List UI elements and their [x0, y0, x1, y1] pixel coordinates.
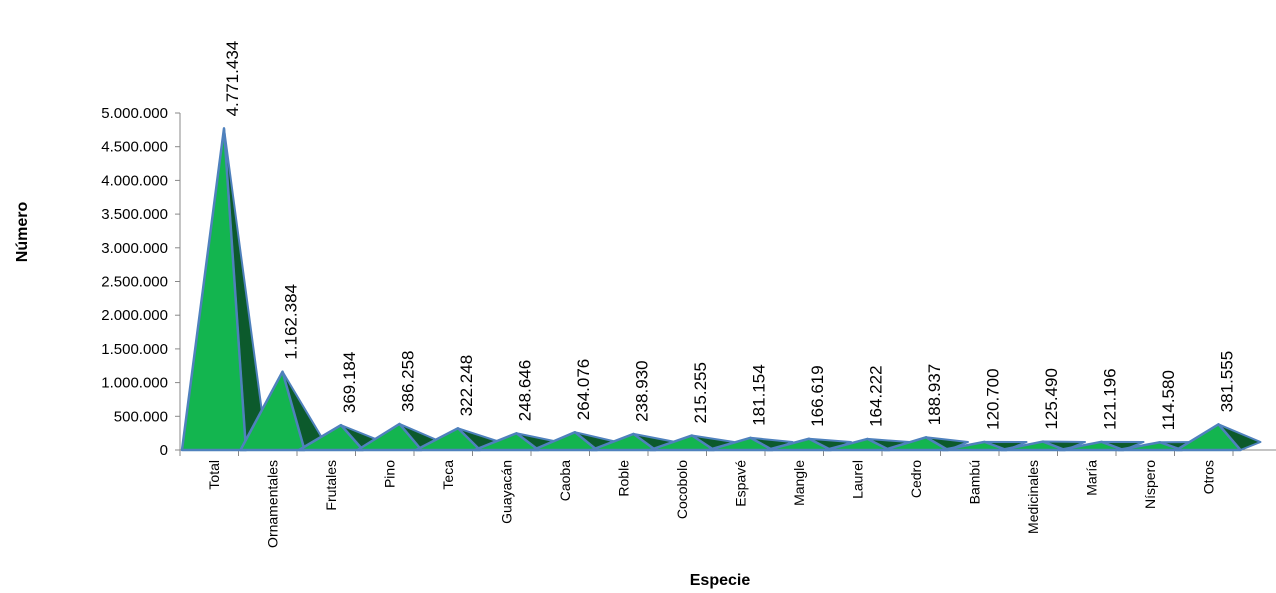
y-axis-title: Número [14, 202, 31, 263]
y-tick-label: 2.000.000 [101, 307, 168, 324]
category-label: Ornamentales [265, 460, 281, 548]
data-label: 381.555 [1218, 351, 1237, 412]
category-label: Frutales [323, 460, 339, 511]
pyramid-front-face [1116, 441, 1184, 452]
pyramid-front-face [297, 423, 365, 452]
data-label: 4.771.434 [223, 41, 242, 117]
y-tick-label: 2.500.000 [101, 274, 168, 291]
category-label: Laurel [850, 460, 866, 499]
pyramid-front-face [882, 436, 950, 452]
pyramid-bar-laurel [824, 437, 911, 452]
data-label: 238.930 [633, 360, 652, 421]
pyramid-front-face [999, 440, 1067, 452]
pyramid-bar-total [180, 127, 267, 452]
pyramid-front-face [1058, 440, 1125, 452]
y-tick-label: 1.000.000 [101, 375, 168, 392]
pyramid-front-face [473, 431, 540, 452]
y-tick-label: 4.500.000 [101, 139, 168, 156]
pyramid-front-face [1175, 423, 1242, 452]
pyramid-front-face [356, 422, 423, 452]
y-tick-label: 5.000.000 [101, 105, 168, 122]
y-tick-group: 0 500.000 1.000.000 1.500.000 2.000.000 2.500… [101, 105, 180, 459]
category-labels: Total Ornamentales Frutales Pino Teca Guayacá… [206, 460, 1217, 548]
data-label: 369.184 [340, 352, 359, 413]
data-label: 114.580 [1159, 370, 1178, 430]
pyramid-bar-cedro [882, 436, 969, 452]
category-label: Teca [440, 460, 456, 490]
pyramid-bar-ornamentales [239, 370, 326, 452]
data-label: 181.154 [750, 364, 769, 425]
category-label: Cocobolo [674, 460, 690, 519]
pyramid-front-face [414, 427, 482, 452]
data-label: 215.255 [691, 362, 710, 423]
data-label: 1.162.384 [282, 284, 301, 360]
pyramid-bar-otros [1175, 423, 1262, 452]
category-label: Bambú [967, 460, 983, 504]
category-label: Níspero [1142, 460, 1158, 509]
data-labels: 4.771.434 1.162.384 369.184 386.258 322.248 2… [223, 41, 1237, 431]
y-tick-label: 3.000.000 [101, 240, 168, 257]
data-label: 166.619 [808, 365, 827, 426]
category-label: Pino [382, 460, 398, 488]
pyramid-front-face [239, 370, 306, 452]
pyramid-front-face [648, 434, 716, 452]
pyramid-front-face [180, 127, 248, 452]
data-label: 264.076 [574, 359, 593, 420]
data-label: 164.222 [867, 365, 886, 426]
data-label: 125.490 [1042, 368, 1061, 429]
data-label: 120.700 [984, 368, 1003, 429]
pyramid-front-face [824, 437, 891, 452]
pyramid-front-face [707, 436, 774, 452]
data-label: 121.196 [1101, 368, 1120, 429]
y-tick-label: 500.000 [114, 408, 168, 425]
category-label: Caoba [557, 460, 573, 501]
category-label: Cedro [908, 460, 924, 498]
x-axis-title: Especie [690, 572, 751, 589]
pyramid-bar-espavé [707, 436, 794, 452]
pyramid-front-face [531, 430, 599, 452]
category-label: Mangle [791, 460, 807, 506]
y-tick-label: 3.500.000 [101, 206, 168, 223]
y-tick-label: 1.500.000 [101, 341, 168, 358]
data-label: 322.248 [457, 355, 476, 416]
pyramid-bars [180, 127, 1262, 452]
pyramid-front-face [941, 440, 1008, 452]
pyramid-front-face [765, 437, 833, 452]
category-label: Roble [616, 460, 632, 497]
category-label: María [1084, 460, 1100, 496]
category-label: Espavé [733, 460, 749, 507]
category-label: Medicinales [1025, 460, 1041, 534]
y-tick-label: 4.000.000 [101, 172, 168, 189]
data-label: 386.258 [399, 351, 418, 412]
data-label: 188.937 [925, 364, 944, 425]
category-label: Otros [1201, 460, 1217, 494]
category-label: Total [206, 460, 222, 490]
category-label: Guayacán [499, 460, 515, 524]
y-tick-label: 0 [160, 442, 168, 459]
data-label: 248.646 [516, 360, 535, 421]
pyramid-front-face [590, 432, 657, 452]
